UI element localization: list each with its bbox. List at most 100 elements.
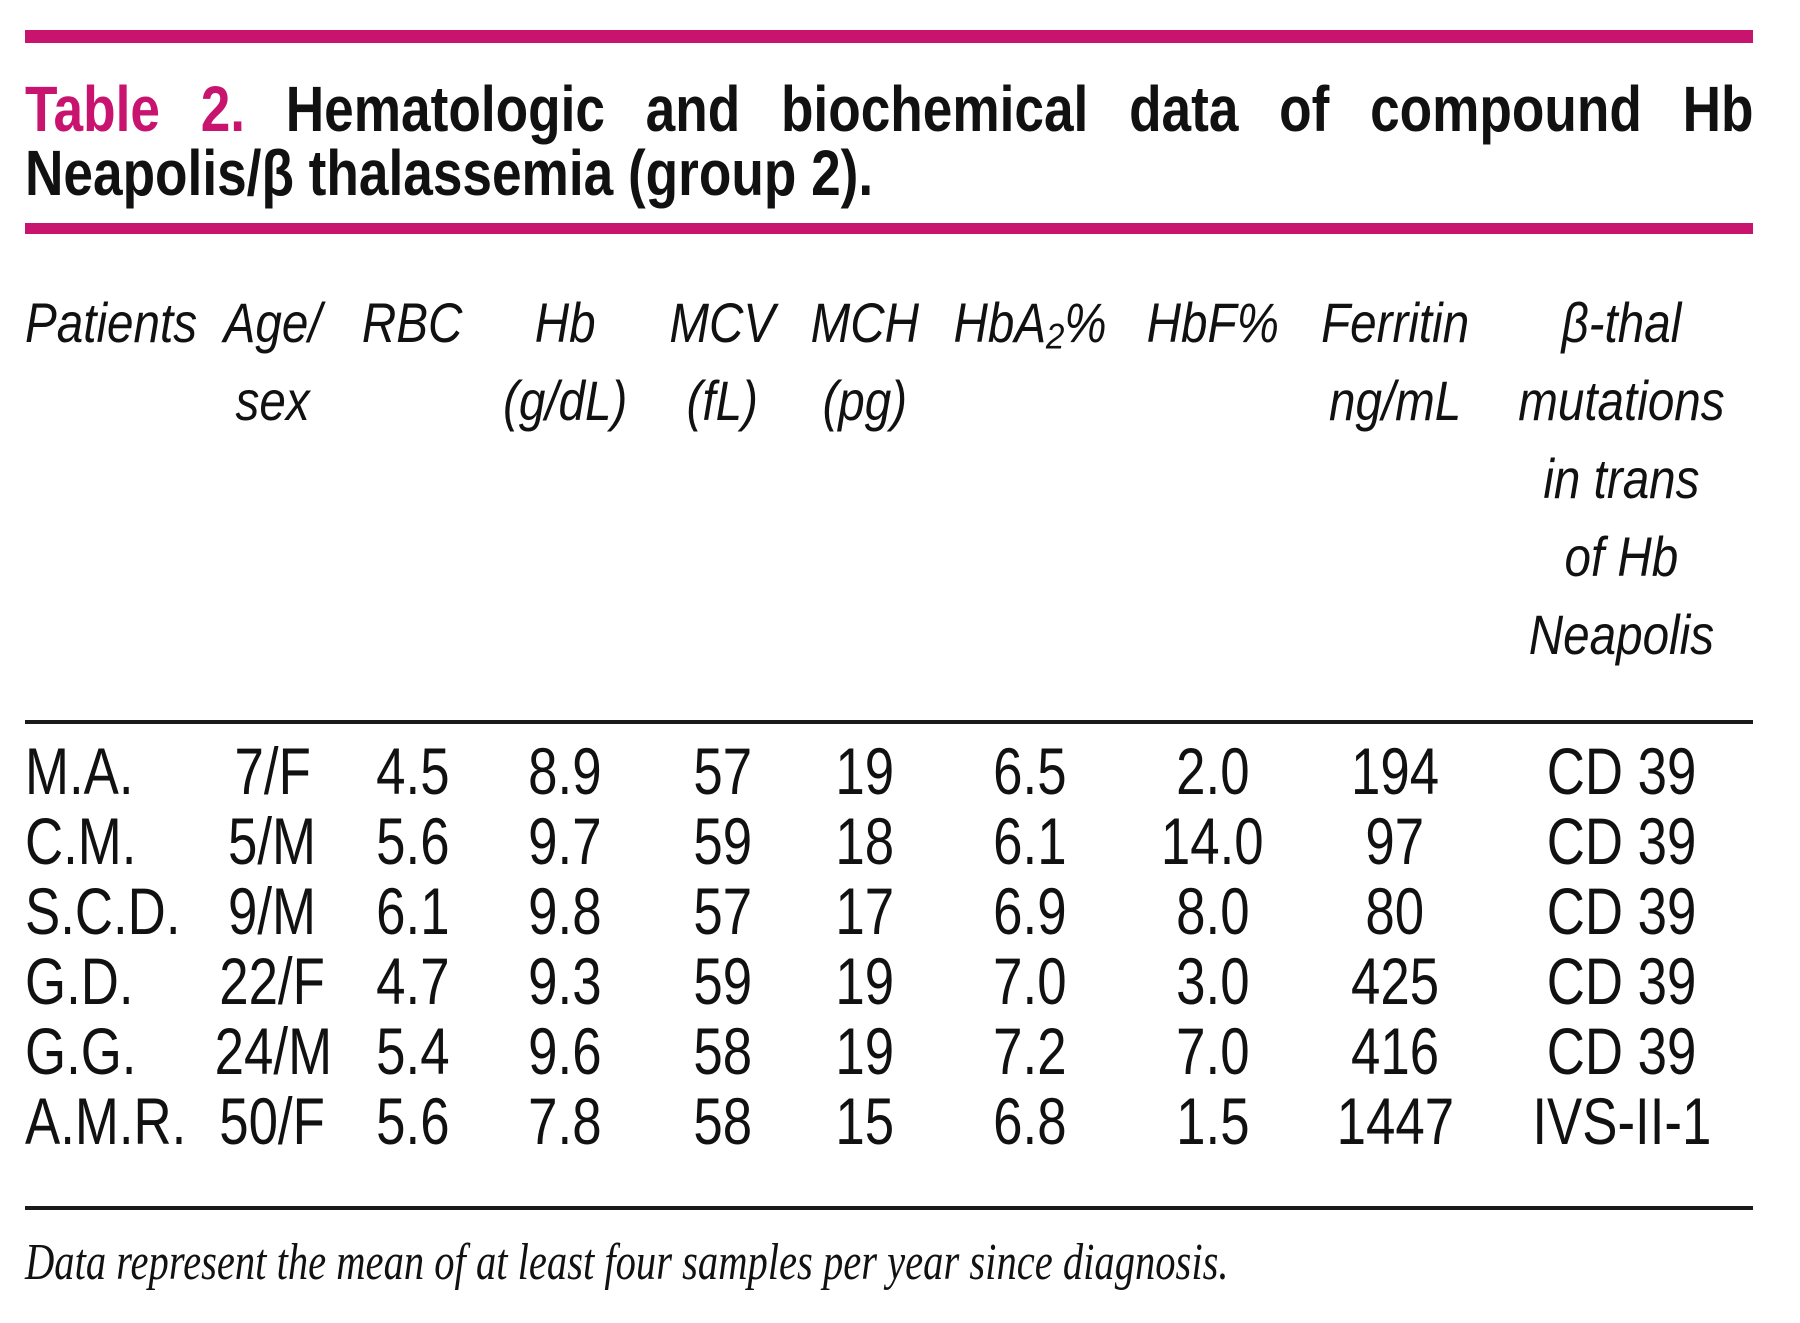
cell-text: 5.6 bbox=[375, 1084, 450, 1158]
cell-text: 58 bbox=[693, 1014, 752, 1088]
cell-text: 9.7 bbox=[528, 804, 602, 878]
header-text: HbF% bbox=[1146, 291, 1279, 354]
cell-text: 4.5 bbox=[375, 734, 450, 808]
cell-text: 425 bbox=[1350, 944, 1440, 1018]
cell-text: 97 bbox=[1365, 804, 1425, 878]
cell-text: M.A. bbox=[25, 734, 134, 808]
table-cell: 6.9 bbox=[935, 876, 1125, 946]
table-cell: 5/M bbox=[200, 806, 345, 876]
table-cell: 2.0 bbox=[1125, 722, 1300, 806]
table-cell: 7.8 bbox=[480, 1086, 650, 1208]
table-cell: 17 bbox=[795, 876, 935, 946]
cell-text: CD 39 bbox=[1546, 944, 1697, 1018]
table-cell: 5.6 bbox=[345, 806, 480, 876]
cell-text: 4.7 bbox=[375, 944, 450, 1018]
table-cell: 57 bbox=[650, 876, 795, 946]
table-cell: 7/F bbox=[200, 722, 345, 806]
table-header: Patients Age/ sex RBC Hb (g/dL) MCV (fL)… bbox=[25, 284, 1753, 724]
cell-text: 9.8 bbox=[528, 874, 602, 948]
table-cell: 19 bbox=[795, 946, 935, 1016]
table-cell: CD 39 bbox=[1490, 806, 1753, 876]
table-cell: 24/M bbox=[200, 1016, 345, 1086]
table-cell: S.C.D. bbox=[25, 876, 200, 946]
table-row: S.C.D. 9/M 6.1 9.8 57 17 6.9 8.0 80 CD 3… bbox=[25, 876, 1753, 946]
cell-text: G.G. bbox=[25, 1014, 137, 1088]
cell-text: 9.6 bbox=[528, 1014, 602, 1088]
table-cell: 59 bbox=[650, 806, 795, 876]
cell-text: G.D. bbox=[25, 944, 134, 1018]
cell-text: 14.0 bbox=[1161, 804, 1264, 878]
cell-text: 1447 bbox=[1336, 1084, 1454, 1158]
table-cell: 80 bbox=[1300, 876, 1490, 946]
table-body: M.A. 7/F 4.5 8.9 57 19 6.5 2.0 194 CD 39… bbox=[25, 722, 1753, 1208]
table-cell: 416 bbox=[1300, 1016, 1490, 1086]
cell-text: 5.4 bbox=[375, 1014, 450, 1088]
column-header-hbf-percent: HbF% bbox=[1125, 284, 1300, 724]
cell-text: CD 39 bbox=[1546, 874, 1697, 948]
cell-text: 57 bbox=[693, 734, 752, 808]
table-cell: 7.0 bbox=[1125, 1016, 1300, 1086]
table-cell: 425 bbox=[1300, 946, 1490, 1016]
cell-text: 5/M bbox=[228, 804, 317, 878]
table-cell: 18 bbox=[795, 806, 935, 876]
cell-text: 50/F bbox=[219, 1084, 326, 1158]
cell-text: CD 39 bbox=[1546, 804, 1697, 878]
table-cell: 7.2 bbox=[935, 1016, 1125, 1086]
cell-text: 7/F bbox=[234, 734, 311, 808]
table-cell: 4.5 bbox=[345, 722, 480, 806]
table-cell: 59 bbox=[650, 946, 795, 1016]
cell-text: 6.8 bbox=[993, 1084, 1067, 1158]
cell-text: A.M.R. bbox=[25, 1084, 187, 1158]
title-line-1: Table 2. Hematologic and biochemical dat… bbox=[25, 77, 1753, 141]
table-cell: 5.6 bbox=[345, 1086, 480, 1208]
cell-text: 6.9 bbox=[993, 874, 1067, 948]
cell-text: S.C.D. bbox=[25, 874, 181, 948]
table-row: C.M. 5/M 5.6 9.7 59 18 6.1 14.0 97 CD 39 bbox=[25, 806, 1753, 876]
table-cell: 19 bbox=[795, 1016, 935, 1086]
table-cell: A.M.R. bbox=[25, 1086, 200, 1208]
cell-text: 6.5 bbox=[993, 734, 1067, 808]
table-cell: 9.8 bbox=[480, 876, 650, 946]
cell-text: 80 bbox=[1365, 874, 1425, 948]
data-table: Patients Age/ sex RBC Hb (g/dL) MCV (fL)… bbox=[25, 284, 1753, 1210]
table-cell: 9.3 bbox=[480, 946, 650, 1016]
table-cell: 1447 bbox=[1300, 1086, 1490, 1208]
column-header-age-sex: Age/ sex bbox=[200, 284, 345, 724]
table-cell: CD 39 bbox=[1490, 876, 1753, 946]
cell-text: 19 bbox=[835, 944, 895, 1018]
cell-text: 7.0 bbox=[993, 944, 1067, 1018]
cell-text: CD 39 bbox=[1546, 1014, 1697, 1088]
cell-text: 15 bbox=[835, 1084, 895, 1158]
table-cell: 6.8 bbox=[935, 1086, 1125, 1208]
cell-text: 18 bbox=[835, 804, 895, 878]
cell-text: 8.9 bbox=[528, 734, 602, 808]
cell-text: 1.5 bbox=[1175, 1084, 1250, 1158]
cell-text: 8.0 bbox=[1175, 874, 1250, 948]
table-cell: 9.6 bbox=[480, 1016, 650, 1086]
header-text: Hb (g/dL) bbox=[502, 291, 628, 432]
cell-text: IVS-II-1 bbox=[1532, 1084, 1711, 1158]
table-row: M.A. 7/F 4.5 8.9 57 19 6.5 2.0 194 CD 39 bbox=[25, 722, 1753, 806]
cell-text: 17 bbox=[835, 874, 895, 948]
cell-text: 2.0 bbox=[1175, 734, 1250, 808]
header-text: RBC bbox=[362, 291, 463, 354]
header-text: Age/ sex bbox=[223, 291, 322, 432]
table-title: Table 2. Hematologic and biochemical dat… bbox=[25, 77, 1753, 205]
column-header-beta-thal-mutations: β-thal mutations in trans of Hb Neapolis bbox=[1490, 284, 1753, 724]
cell-text: C.M. bbox=[25, 804, 137, 878]
table-cell: 6.1 bbox=[935, 806, 1125, 876]
table-cell: 6.5 bbox=[935, 722, 1125, 806]
column-header-mch: MCH (pg) bbox=[795, 284, 935, 724]
title-line-1-text: Hematologic and biochemical data of comp… bbox=[285, 73, 1754, 145]
table-cell: 8.9 bbox=[480, 722, 650, 806]
table-number-label: Table 2. bbox=[25, 73, 246, 145]
cell-text: 22/F bbox=[219, 944, 326, 1018]
column-header-hb: Hb (g/dL) bbox=[480, 284, 650, 724]
table-footnote: Data represent the mean of at least four… bbox=[25, 1232, 1753, 1294]
cell-text: 19 bbox=[835, 734, 895, 808]
table-cell: 58 bbox=[650, 1016, 795, 1086]
header-text: Ferritin ng/mL bbox=[1320, 291, 1470, 432]
header-row: Patients Age/ sex RBC Hb (g/dL) MCV (fL)… bbox=[25, 284, 1753, 724]
table-cell: 22/F bbox=[200, 946, 345, 1016]
